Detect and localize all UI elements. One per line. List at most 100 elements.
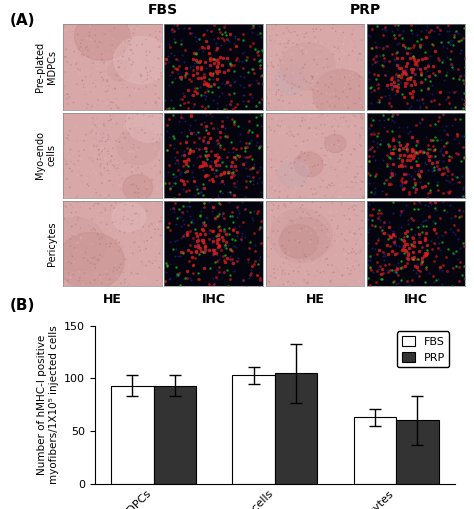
Point: [298, 280, 305, 288]
Point: [68, 167, 76, 175]
Point: [284, 249, 292, 257]
Point: [116, 248, 123, 257]
Point: [359, 132, 367, 140]
Point: [338, 47, 346, 55]
Point: [433, 178, 441, 186]
Point: [214, 235, 222, 243]
Point: [109, 98, 117, 106]
Point: [281, 100, 288, 108]
Point: [444, 21, 451, 30]
Point: [149, 160, 157, 168]
Point: [161, 277, 168, 286]
Point: [120, 213, 128, 221]
Point: [434, 186, 441, 194]
Point: [280, 201, 287, 209]
Point: [70, 48, 78, 56]
Point: [62, 203, 70, 211]
Point: [200, 264, 208, 272]
Point: [418, 228, 426, 236]
Point: [155, 217, 163, 225]
Point: [202, 245, 210, 253]
Point: [215, 268, 223, 276]
Point: [85, 182, 92, 190]
Point: [66, 34, 74, 42]
Point: [221, 242, 228, 250]
Point: [417, 35, 425, 43]
Point: [221, 258, 229, 266]
Point: [146, 222, 153, 230]
Point: [460, 262, 467, 270]
Point: [425, 28, 433, 36]
Point: [106, 60, 114, 68]
Point: [66, 197, 73, 206]
Point: [346, 76, 354, 84]
Point: [122, 73, 129, 81]
Point: [240, 73, 248, 81]
Point: [214, 83, 222, 91]
Point: [215, 83, 223, 91]
Point: [328, 24, 335, 32]
Point: [338, 201, 346, 209]
Point: [351, 122, 359, 130]
Point: [354, 54, 362, 62]
Point: [223, 230, 230, 238]
Point: [410, 175, 418, 183]
Circle shape: [126, 103, 171, 142]
Point: [271, 38, 278, 46]
Point: [223, 132, 231, 140]
Point: [146, 88, 154, 96]
Point: [356, 225, 364, 233]
Point: [102, 209, 110, 217]
Point: [91, 185, 99, 193]
Point: [352, 275, 359, 283]
Point: [74, 239, 82, 247]
Point: [320, 25, 328, 33]
Point: [147, 234, 155, 242]
Point: [201, 95, 209, 103]
Point: [370, 70, 377, 78]
Point: [397, 78, 404, 86]
Point: [272, 21, 280, 29]
Text: IHC: IHC: [201, 293, 226, 306]
Point: [381, 261, 389, 269]
Point: [379, 111, 387, 120]
Point: [63, 165, 70, 173]
Point: [309, 25, 317, 33]
Point: [200, 199, 207, 207]
Point: [225, 168, 232, 177]
Point: [232, 32, 239, 40]
Point: [129, 98, 137, 106]
Point: [335, 267, 342, 275]
Point: [279, 48, 287, 56]
Point: [99, 156, 107, 164]
Point: [227, 162, 235, 171]
Point: [92, 136, 100, 145]
Point: [219, 158, 227, 166]
Point: [243, 282, 250, 290]
Point: [325, 181, 333, 189]
Point: [285, 131, 293, 139]
Text: Myo-endo
cells: Myo-endo cells: [35, 131, 57, 179]
Point: [377, 93, 384, 101]
Point: [157, 72, 165, 80]
Point: [391, 34, 399, 42]
Point: [393, 25, 401, 33]
Point: [399, 236, 407, 244]
Point: [352, 173, 360, 181]
Point: [128, 128, 136, 136]
Point: [80, 172, 87, 180]
Point: [136, 111, 143, 119]
Point: [170, 51, 177, 59]
Point: [403, 99, 411, 107]
Point: [88, 225, 95, 234]
Point: [296, 122, 304, 130]
Point: [111, 84, 119, 93]
Point: [183, 274, 191, 282]
Point: [183, 231, 191, 239]
Point: [340, 245, 347, 253]
Point: [64, 233, 72, 241]
Point: [95, 200, 102, 208]
Point: [72, 213, 79, 221]
Point: [200, 32, 207, 40]
Point: [214, 34, 222, 42]
